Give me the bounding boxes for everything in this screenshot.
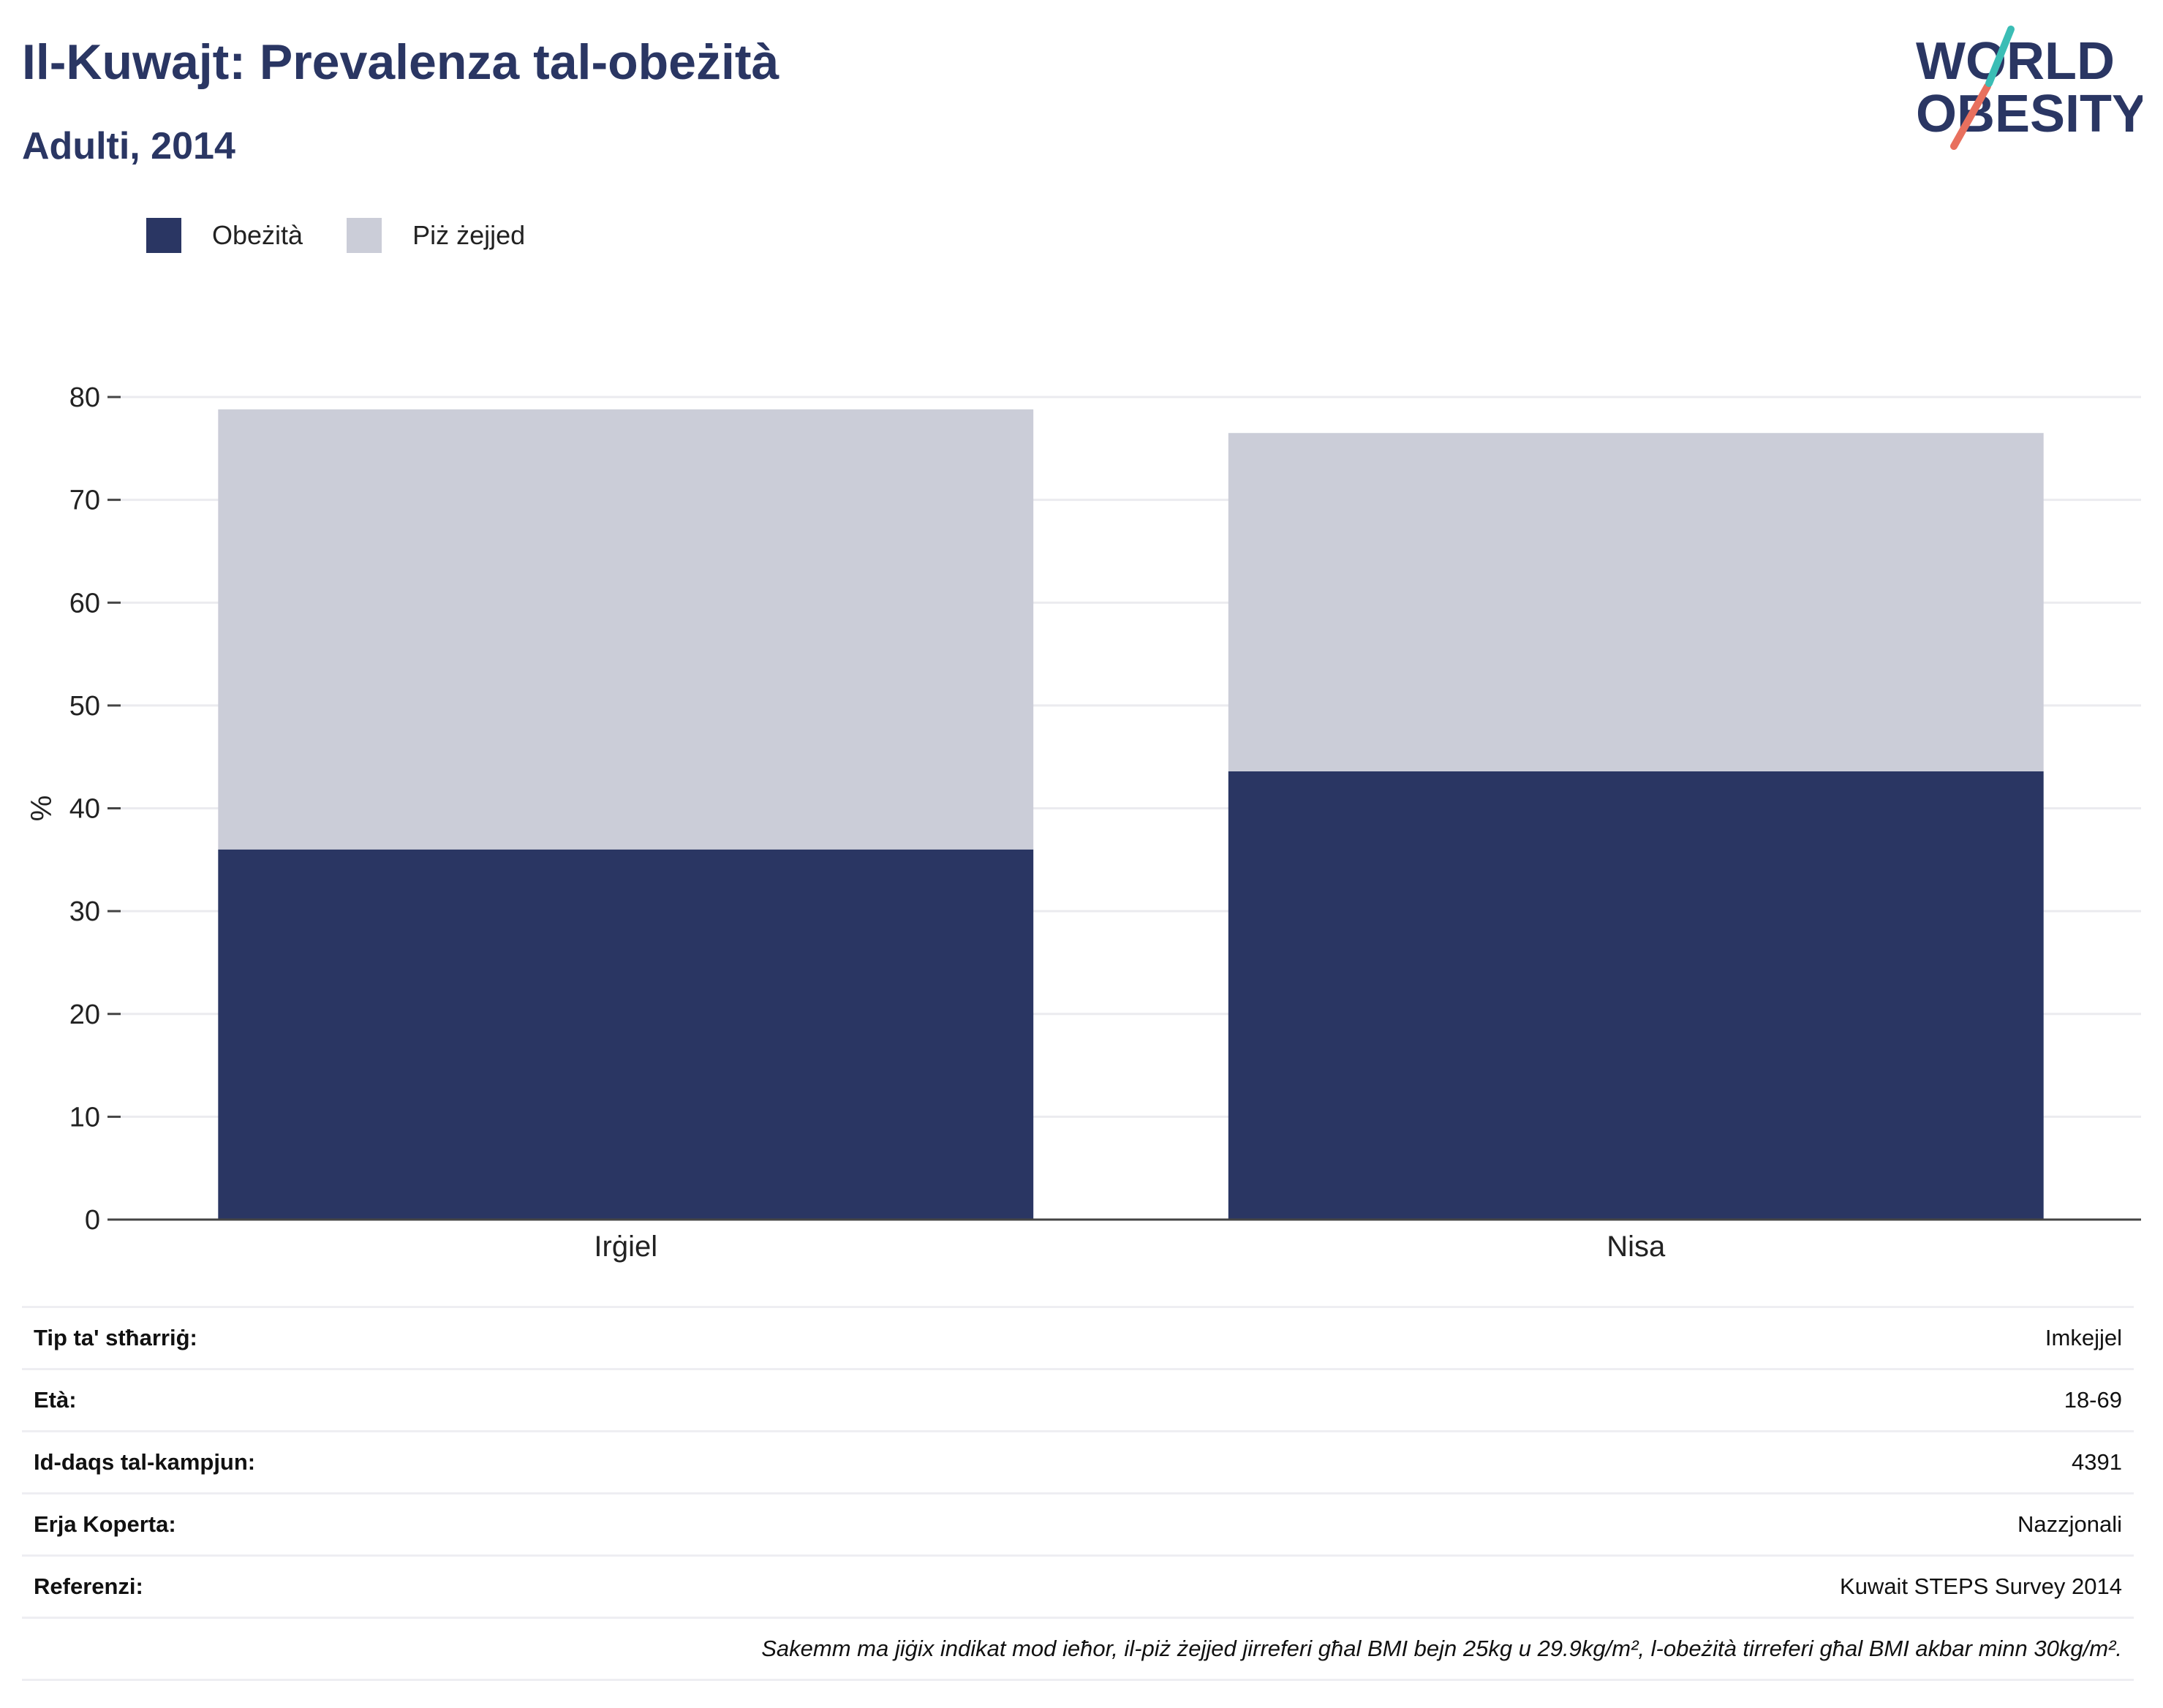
info-row-area-covered: Erja Koperta: Nazzjonali xyxy=(22,1492,2134,1554)
legend-swatch-overweight xyxy=(347,218,382,253)
y-tick-label: 40 xyxy=(69,794,100,825)
y-tick-label: 30 xyxy=(69,896,100,927)
info-row-references: Referenzi: Kuwait STEPS Survey 2014 xyxy=(22,1554,2134,1617)
bar-obesity xyxy=(1228,771,2044,1220)
bar-overweight xyxy=(1228,433,2044,771)
info-value: Kuwait STEPS Survey 2014 xyxy=(1840,1573,2122,1599)
info-value: Nazzjonali xyxy=(2017,1511,2122,1537)
info-row-age: Età: 18-69 xyxy=(22,1368,2134,1430)
legend-item-obesity[interactable]: Obeżità xyxy=(146,218,303,253)
bar-overweight xyxy=(218,409,1034,850)
stacked-bar-chart: 0 10 20 30 40 50 60 70 80% Irġiel Nisa xyxy=(26,382,2141,1263)
y-tick-label: 50 xyxy=(69,691,100,722)
x-tick-label: Nisa xyxy=(1607,1231,1666,1263)
legend-label-overweight: Piż żejjed xyxy=(412,220,526,250)
page-title: Il-Kuwajt: Prevalenza tal-obeżità xyxy=(22,34,779,90)
y-axis-label: % xyxy=(26,796,58,822)
info-key: Erja Koperta: xyxy=(34,1511,176,1537)
chart-legend: Obeżità Piż żejjed xyxy=(146,218,569,253)
info-value: 18-69 xyxy=(2064,1387,2122,1413)
y-tick-label: 80 xyxy=(69,382,100,413)
info-key: Id-daqs tal-kampjun: xyxy=(34,1449,256,1475)
survey-info-table: Tip ta' stħarriġ: Imkejjel Età: 18-69 Id… xyxy=(22,1306,2134,1681)
info-footnote: Sakemm ma jiġix indikat mod ieħor, il-pi… xyxy=(22,1617,2134,1681)
y-tick-label: 10 xyxy=(69,1102,100,1133)
y-tick-label: 60 xyxy=(69,588,100,619)
legend-item-overweight[interactable]: Piż żejjed xyxy=(347,218,525,253)
info-value: 4391 xyxy=(2072,1449,2122,1475)
info-row-survey-type: Tip ta' stħarriġ: Imkejjel xyxy=(22,1306,2134,1368)
info-key: Referenzi: xyxy=(34,1573,143,1599)
y-tick-label: 0 xyxy=(85,1205,100,1236)
legend-swatch-obesity xyxy=(146,218,181,253)
page-subtitle: Adulti, 2014 xyxy=(22,125,235,167)
world-obesity-logo: WORLD OBESITY xyxy=(1916,26,2143,150)
info-key: Tip ta' stħarriġ: xyxy=(34,1325,197,1350)
y-tick-label: 20 xyxy=(69,1000,100,1030)
y-tick-label: 70 xyxy=(69,485,100,516)
svg-text:OBESITY: OBESITY xyxy=(1916,85,2143,143)
svg-text:WORLD: WORLD xyxy=(1916,32,2115,91)
info-value: Imkejjel xyxy=(2045,1325,2122,1350)
bar-obesity xyxy=(218,849,1034,1220)
info-key: Età: xyxy=(34,1387,77,1413)
info-row-sample-size: Id-daqs tal-kampjun: 4391 xyxy=(22,1430,2134,1492)
legend-label-obesity: Obeżità xyxy=(212,220,303,250)
x-tick-label: Irġiel xyxy=(594,1231,657,1263)
